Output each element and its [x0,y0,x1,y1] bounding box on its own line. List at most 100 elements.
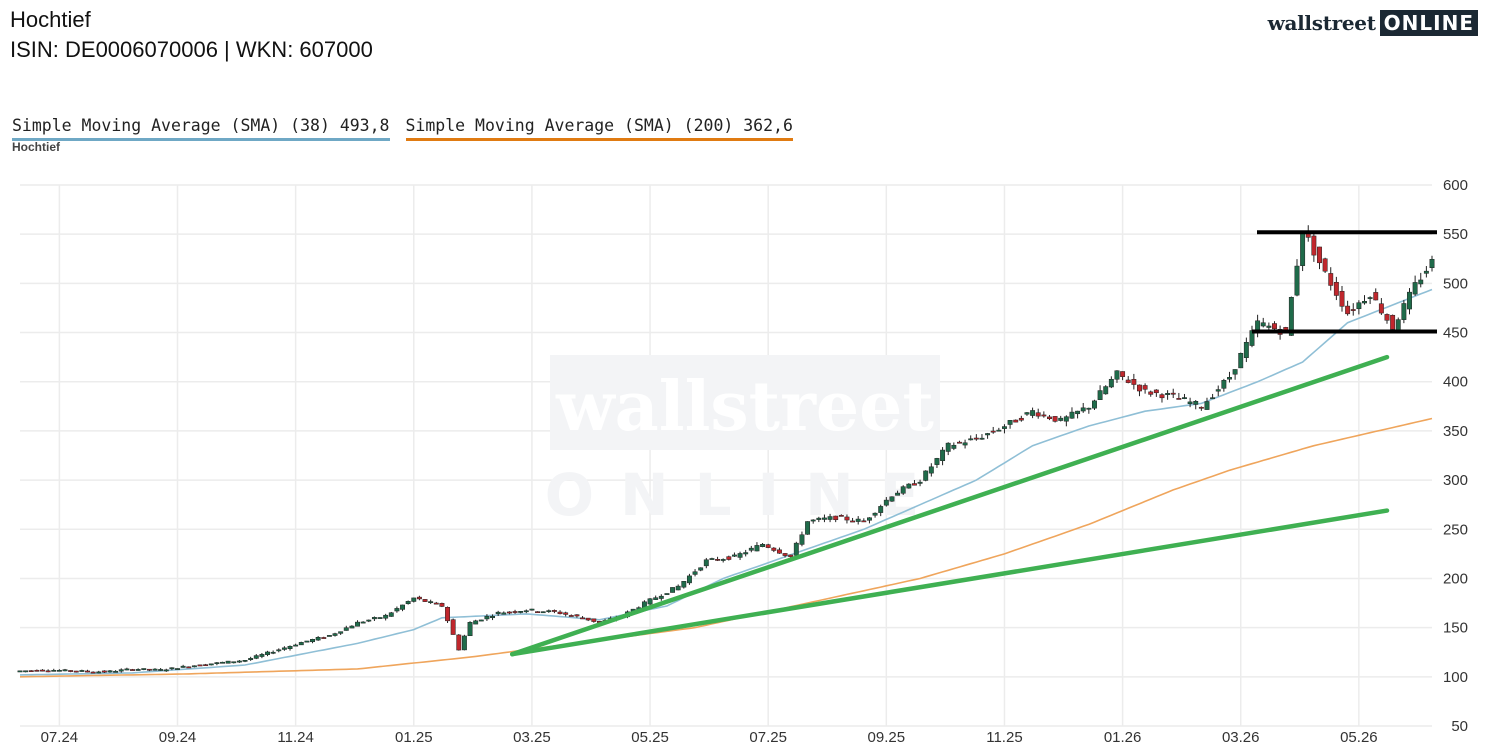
candle-body [118,669,124,672]
candle-body [259,654,265,657]
candle-body [377,617,383,619]
candle-body [855,518,861,522]
candle-body [400,604,405,610]
candle-body [220,661,225,664]
candle-body [332,633,338,636]
wallstreet-online-logo[interactable]: wallstreet ONLINE [1268,10,1478,36]
candle-body [169,667,175,670]
candle-body [867,517,872,521]
candle-body [788,554,794,558]
candle-body [506,611,512,614]
candle-body [1041,414,1047,417]
candle-body [1018,417,1024,421]
legend-item-sma200[interactable]: Simple Moving Average (SMA) (200) 362,6 [405,116,793,141]
candle-body [473,620,479,625]
candle-body [225,660,231,664]
candle-body [101,670,107,673]
candle-body [163,669,169,672]
candle-body [1429,259,1435,268]
candle-body [1153,389,1159,394]
legend-item-sma38[interactable]: Simple Moving Average (SMA) (38) 493,8 [12,116,390,141]
candle-body [535,611,540,614]
candle-body [731,554,737,557]
x-tick-label: 03.26 [1222,729,1260,745]
axis-labels: 600 550 500 450 400 350 300 250 200 150 100 50 07.24… [41,177,1468,745]
candle-body [551,610,557,612]
candle-body [1058,417,1064,421]
candle-body [1384,314,1390,321]
candle-body [1345,305,1351,315]
candle-body [1339,290,1345,307]
candle-body [1080,407,1086,412]
x-tick-label: 07.25 [749,729,787,745]
candle-body [349,625,355,629]
candle-body [366,619,372,622]
candle-body [1108,378,1114,388]
y-tick-label: 50 [1451,718,1468,735]
trendline [509,354,1390,657]
candle-body [1350,309,1356,311]
candle-body [343,627,349,631]
y-tick-label: 100 [1443,669,1468,686]
candle-body [456,634,462,651]
candle-body [405,601,411,605]
candle-body [726,556,732,560]
y-tick-label: 600 [1443,177,1468,194]
candle-body [1159,394,1165,399]
trendline [509,508,1390,657]
candle-body [574,614,580,617]
y-tick-label: 150 [1443,620,1468,637]
candle-body [647,598,653,605]
candle-body [1367,297,1373,299]
candle-body [895,492,901,496]
candle-body [878,506,884,513]
candle-body [945,442,951,452]
watermark-online: ONLINE [545,461,946,529]
candle-body [1182,397,1187,399]
candle-body [1390,314,1396,330]
candle-body [501,612,507,615]
candle-body [1052,416,1058,422]
candle-body [236,660,242,663]
x-tick-label: 05.26 [1340,729,1378,745]
candle-body [287,645,293,649]
candle-body [416,596,422,600]
candle-body [670,587,676,593]
candle-body [810,519,816,522]
candle-body [214,662,220,665]
candle-body [428,601,434,603]
candle-body [371,617,377,620]
candle-body [1317,246,1322,264]
candle-body [1125,379,1131,383]
x-tick-label: 03.25 [513,729,551,745]
candle-body [698,567,704,571]
candle-body [253,655,259,659]
candle-body [962,442,968,446]
candle-body [940,449,946,461]
candle-body [1165,393,1171,395]
candle-body [934,458,940,465]
candle-body [1193,401,1199,405]
candle-body [754,545,760,552]
candle-body [28,670,34,673]
candle-body [107,670,113,673]
candle-body [197,664,203,667]
candle-body [563,612,569,615]
candle-body [546,610,552,613]
candle-body [231,661,237,664]
x-tick-label: 07.24 [41,729,79,745]
candle-body [883,499,889,506]
candle-body [1131,379,1137,385]
candle-body [917,481,923,484]
x-tick-label: 01.25 [395,729,433,745]
x-tick-label: 09.24 [159,729,197,745]
candle-body [62,669,68,672]
candle-body [979,437,985,440]
candle-body [968,438,974,441]
candle-body [467,622,473,637]
candle-body [1030,410,1036,416]
candle-body [1176,398,1182,400]
candle-body [321,637,327,639]
candle-body [1272,323,1277,330]
